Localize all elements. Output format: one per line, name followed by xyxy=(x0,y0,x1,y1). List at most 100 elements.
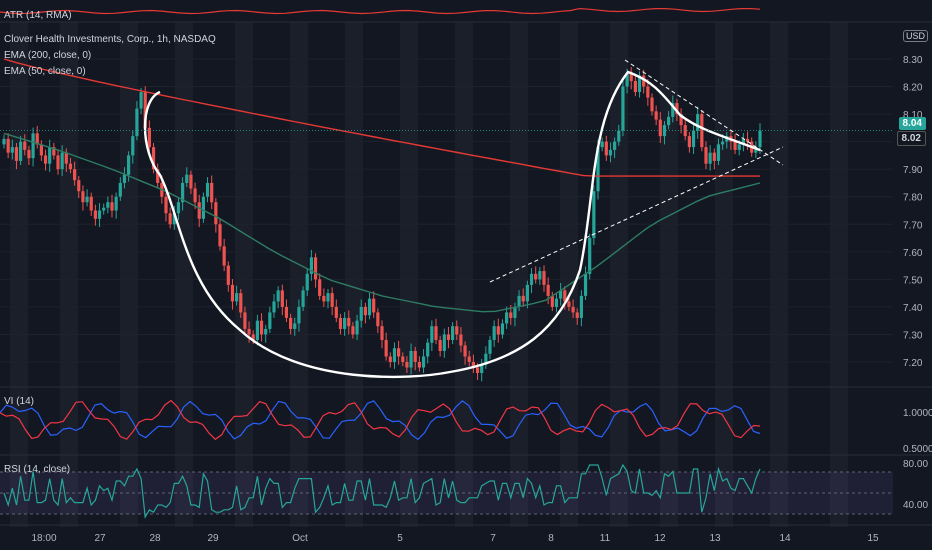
candle-body-148 xyxy=(617,130,621,142)
candle-body-164 xyxy=(683,125,687,137)
candle-body-36 xyxy=(151,147,156,170)
candle-body-122 xyxy=(509,312,513,318)
candle-body-113 xyxy=(471,362,475,368)
candle-body-62 xyxy=(259,320,264,335)
candle-body-109 xyxy=(455,326,459,335)
candle-body-14 xyxy=(60,152,64,170)
candle-body-27 xyxy=(114,196,118,211)
candle-body-31 xyxy=(131,136,135,156)
candle-body-160 xyxy=(667,116,671,126)
candle-body-115 xyxy=(480,364,484,374)
candle-body-32 xyxy=(135,108,139,137)
rsi-axis-label-1: 40.00 xyxy=(903,500,928,511)
candle-body-52 xyxy=(218,224,222,247)
candle-body-92 xyxy=(384,339,388,357)
session-band-13 xyxy=(715,22,733,527)
candle-body-158 xyxy=(658,119,662,137)
candle-body-130 xyxy=(542,271,546,285)
candle-body-83 xyxy=(347,317,351,327)
candle-body-6 xyxy=(27,149,31,159)
candle-body-58 xyxy=(243,312,247,329)
candle-body-101 xyxy=(421,356,426,368)
candle-body-37 xyxy=(156,169,160,183)
candle-body-28 xyxy=(118,182,122,197)
candle-body-22 xyxy=(93,210,97,219)
rsi-line xyxy=(3,463,761,519)
candle-body-136 xyxy=(567,301,571,307)
candle-body-143 xyxy=(596,147,600,192)
candle-body-137 xyxy=(571,306,575,313)
candle-body-118 xyxy=(492,326,496,340)
price-axis-label-0: 8.30 xyxy=(903,55,923,66)
candle-body-70 xyxy=(293,323,297,329)
candle-body-49 xyxy=(205,182,210,197)
candle-body-18 xyxy=(77,180,81,192)
ema50-line xyxy=(3,132,761,313)
candle-body-138 xyxy=(575,312,579,318)
candle-body-56 xyxy=(235,293,239,302)
candle-body-124 xyxy=(517,295,521,307)
candle-body-45 xyxy=(189,174,193,189)
candle-body-75 xyxy=(313,257,318,280)
time-axis-label-11: 14 xyxy=(779,533,791,544)
candle-body-39 xyxy=(164,196,168,214)
candle-body-21 xyxy=(89,196,93,211)
candle-body-0 xyxy=(2,138,6,145)
currency-badge[interactable]: USD xyxy=(903,30,929,42)
candle-body-48 xyxy=(201,196,205,219)
candle-body-19 xyxy=(81,191,85,203)
candle-body-15 xyxy=(64,152,68,164)
candle-body-131 xyxy=(546,284,550,296)
candle-body-107 xyxy=(446,334,451,340)
session-band-0 xyxy=(10,22,28,527)
candle-body-16 xyxy=(68,163,73,170)
candle-body-86 xyxy=(359,306,363,321)
candle-body-105 xyxy=(438,339,442,351)
cup-annotation xyxy=(143,70,761,379)
session-band-1 xyxy=(60,22,78,527)
candle-body-99 xyxy=(413,350,417,362)
candle-body-3 xyxy=(14,147,19,161)
candle-body-29 xyxy=(122,174,127,183)
price-axis-label-6: 7.70 xyxy=(903,220,923,231)
time-axis-label-2: 28 xyxy=(149,533,161,544)
candle-body-20 xyxy=(85,196,89,203)
candle-body-177 xyxy=(737,144,741,150)
session-band-6 xyxy=(345,22,363,527)
candle-body-80 xyxy=(334,306,338,318)
candle-body-33 xyxy=(139,92,143,109)
candle-body-142 xyxy=(592,191,596,239)
candle-body-165 xyxy=(687,136,691,148)
candle-body-10 xyxy=(43,155,48,164)
candle-body-69 xyxy=(289,317,293,329)
candle-body-155 xyxy=(646,86,650,98)
price-axis-label-4: 7.90 xyxy=(903,165,923,176)
candle-body-182 xyxy=(758,130,762,148)
price-axis-label-2: 8.10 xyxy=(903,110,923,121)
candle-body-12 xyxy=(52,147,56,156)
vi-axis-label-1: 0.5000 xyxy=(903,444,932,455)
session-band-5 xyxy=(290,22,308,527)
candle-body-89 xyxy=(372,298,376,313)
candle-body-17 xyxy=(73,169,77,181)
candle-body-61 xyxy=(255,320,259,340)
candle-body-173 xyxy=(721,141,725,145)
atr-legend: ATR (14, RMA) xyxy=(4,10,72,21)
session-band-4 xyxy=(235,22,253,527)
candle-body-41 xyxy=(172,213,176,225)
candle-body-53 xyxy=(222,246,226,266)
time-axis-label-4: Oct xyxy=(292,533,308,544)
vi-plus-line xyxy=(0,400,761,441)
price-axis-label-7: 7.60 xyxy=(903,248,923,259)
session-band-15 xyxy=(830,22,848,527)
candle-body-145 xyxy=(604,141,608,156)
candle-body-134 xyxy=(559,290,563,299)
candle-body-81 xyxy=(338,317,343,329)
vi-minus-line xyxy=(0,399,761,441)
vi-legend: VI (14) xyxy=(4,396,35,407)
candle-body-133 xyxy=(554,298,559,307)
time-axis-label-1: 27 xyxy=(94,533,106,544)
candle-body-96 xyxy=(401,356,405,362)
candle-body-67 xyxy=(280,290,284,307)
